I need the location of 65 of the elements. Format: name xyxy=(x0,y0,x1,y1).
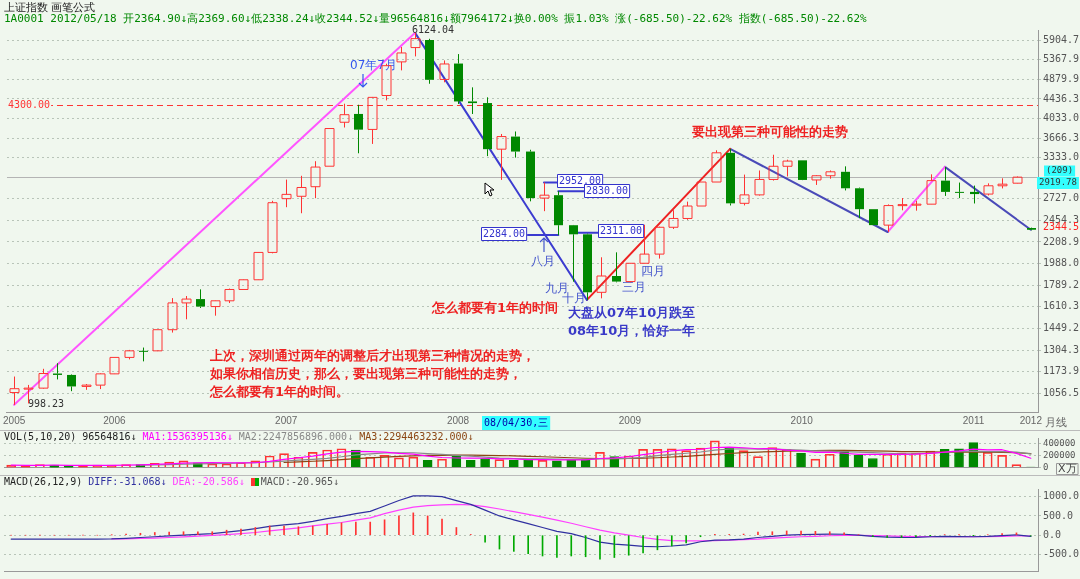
y-tick-label: 1988.0 xyxy=(1043,257,1080,269)
annotation: 2284.00 xyxy=(483,227,526,239)
series-label: MA2:2247856896.000↓ xyxy=(238,431,354,442)
y-tick-label: 0 xyxy=(1043,461,1049,472)
y-tick-label: 2727.0 xyxy=(1043,192,1080,204)
series-label: MA3:2294463232.000↓ xyxy=(359,431,474,442)
annotation: 07年7月 xyxy=(350,58,397,73)
y-tick-label: 1000.0 xyxy=(1043,490,1080,502)
y-tick-label: 1610.3 xyxy=(1043,300,1080,312)
y-tick-label: 400000 xyxy=(1043,437,1076,448)
annotation: 十月 xyxy=(562,291,586,306)
text: 月线 xyxy=(1045,415,1067,429)
y-tick-label: 1304.3 xyxy=(1043,343,1080,355)
chart-title: VOL(5,10,20) 96564816↓ xyxy=(4,431,137,442)
y-tick-label: 500.0 xyxy=(1043,509,1074,521)
y-tick-label: 1173.9 xyxy=(1043,365,1080,377)
y-tick-label: 4436.3 xyxy=(1043,92,1080,104)
y-tick-label: 200000 xyxy=(1043,449,1076,460)
text: (209) xyxy=(1046,165,1074,176)
x-tick-label: 2008 xyxy=(446,414,470,426)
y-tick-label: 0.0 xyxy=(1043,528,1062,540)
text: 08/04/30,三 xyxy=(484,416,549,428)
y-tick-label: 5367.9 xyxy=(1043,53,1080,65)
x-tick-label: 2005 xyxy=(3,414,26,426)
chart-title: MACD(26,12,9) xyxy=(4,476,83,487)
text: DIFF:-31.068↓ xyxy=(88,476,167,487)
x-tick-label: 2012 xyxy=(1019,414,1043,426)
annotation: 八月 xyxy=(531,254,555,269)
x-tick-label: 2010 xyxy=(790,414,814,426)
x-tick-label: 2006 xyxy=(103,414,126,426)
annotation: 2952.00 xyxy=(559,174,602,186)
annotation: 如果你相信历史，那么，要出现第三种可能性的走势， xyxy=(209,366,522,382)
x-tick-label: 2007 xyxy=(275,414,298,426)
annotation: 2830.00 xyxy=(586,184,629,196)
chart-subtitle: 1A0001 2012/05/18 开2364.90↓高2369.60↓低2338.24↓收2344.52↓量96564816↓额7964172↓换0.00% 振1.03% 涨(-685.50)-22.62% 指数(-685.50)-22.62% xyxy=(4,12,868,25)
y-tick-label: 3333.0 xyxy=(1043,151,1080,163)
y-tick-label: 1056.5 xyxy=(1043,386,1080,398)
ref-line-label: 4300.00 xyxy=(7,99,51,111)
y-tick-label: 1449.2 xyxy=(1043,321,1080,333)
y-tick-label: 3666.3 xyxy=(1043,131,1080,143)
y-tick-label: -500.0 xyxy=(1043,548,1080,560)
legend-label: MACD:-20.965↓ xyxy=(260,476,340,487)
x-tick-label: 2009 xyxy=(618,414,642,426)
text: X万 xyxy=(1058,461,1077,475)
annotation: 上次，深圳通过两年的调整后才出现第三种情况的走势， xyxy=(209,348,535,364)
annotation: 怎么都要有1年的时间。 xyxy=(209,384,350,400)
annotation: 2311.00 xyxy=(600,224,643,236)
y-tick-label: 4033.0 xyxy=(1043,112,1080,124)
x-tick-label: 2011 xyxy=(962,414,985,426)
annotation: 08年10月，恰好一年 xyxy=(568,323,696,339)
annotation: 怎么都要有1年的时间 xyxy=(431,300,559,316)
annotation: 6124.04 xyxy=(412,23,455,35)
annotation: 要出现第三种可能性的走势 xyxy=(691,124,848,140)
text: 2919.78 xyxy=(1039,177,1077,188)
annotation: 三月 xyxy=(622,280,646,295)
chart-title: 上证指数 画笔公式 xyxy=(4,0,96,14)
text: MA1:1536395136↓ xyxy=(142,431,233,442)
y-tick-label: 2208.9 xyxy=(1043,235,1080,247)
y-tick-label: 5904.7 xyxy=(1043,33,1080,45)
annotation: 四月 xyxy=(641,264,665,279)
y-tick-label: 4879.9 xyxy=(1043,73,1080,85)
annotation: 大盘从07年10月跌至 xyxy=(568,305,696,321)
y-tick-label: 1789.2 xyxy=(1043,278,1080,290)
annotation: 998.23 xyxy=(28,397,65,409)
text: DEA:-20.586↓ xyxy=(172,476,245,487)
